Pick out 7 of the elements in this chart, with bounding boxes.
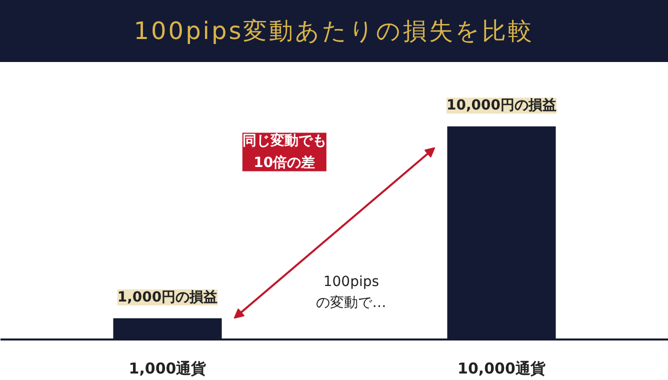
chart-title: 100pips変動あたりの損失を比較 bbox=[134, 16, 534, 47]
x-tick-label: 1,000通貨 bbox=[128, 360, 206, 378]
data-label: 10,000円の損益 bbox=[446, 98, 557, 114]
annotation: 同じ変動でも 10倍の差 bbox=[242, 132, 326, 172]
annotation: 100pips の変動で… bbox=[316, 274, 386, 312]
data-label: 1,000円の損益 bbox=[117, 289, 218, 306]
x-tick-label: 10,000通貨 bbox=[458, 360, 546, 378]
